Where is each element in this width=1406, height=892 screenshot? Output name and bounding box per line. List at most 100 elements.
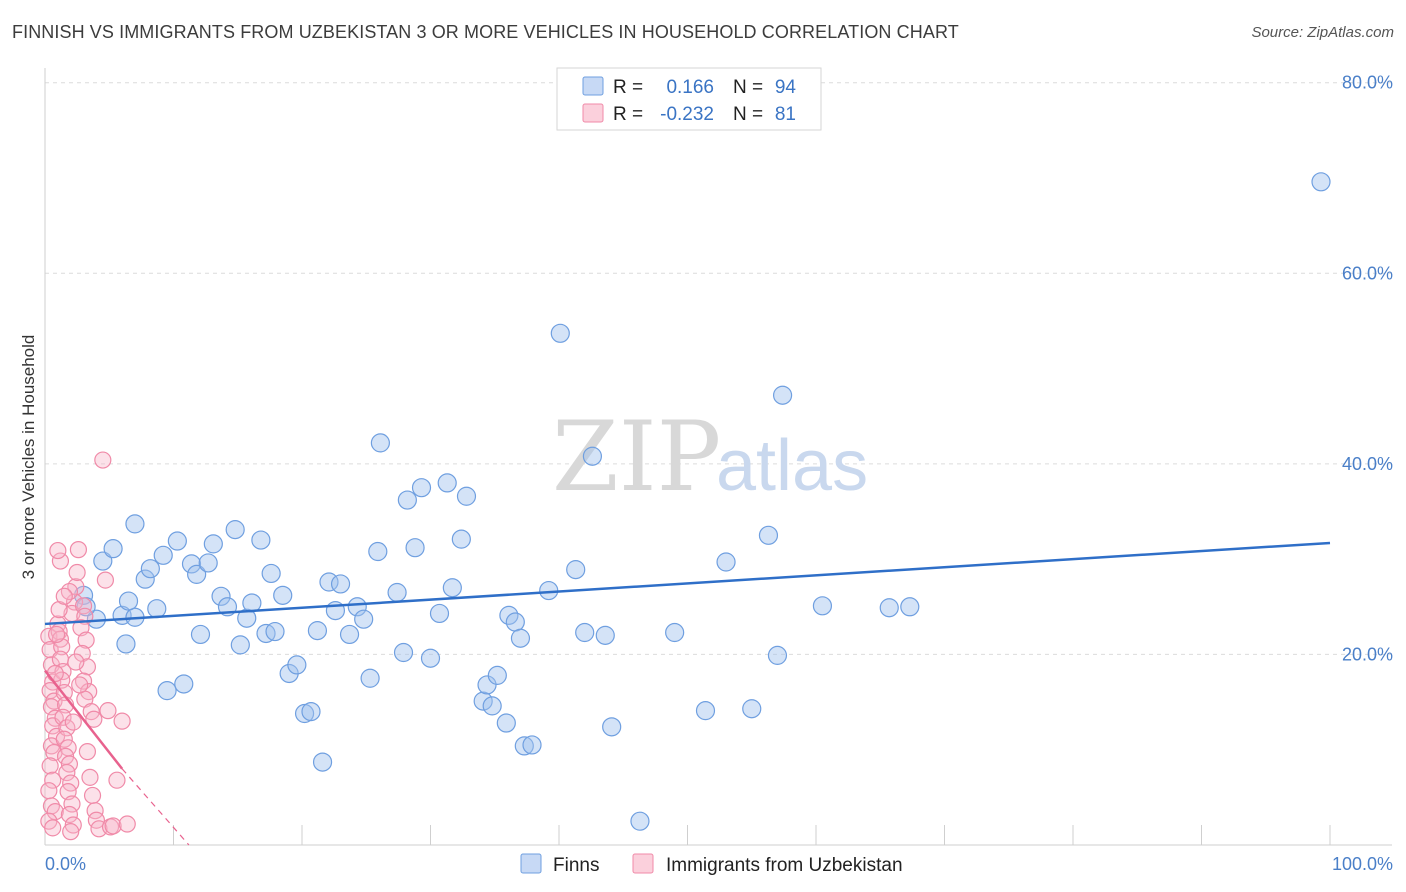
finns-point <box>230 635 250 655</box>
finns-point <box>602 717 622 737</box>
finns-point <box>442 578 462 598</box>
uzbek-point <box>58 763 76 782</box>
finns-point <box>187 564 207 584</box>
finns-point <box>477 675 497 695</box>
legend-r-value-uzbek: -0.232 <box>660 104 714 125</box>
uzbek-point <box>96 571 114 589</box>
finns-point <box>354 609 374 629</box>
finns-point <box>510 628 531 648</box>
finns-trend-line <box>44 541 1331 626</box>
finns-point <box>203 534 223 554</box>
uzbek-point <box>118 815 136 833</box>
finns-point <box>758 525 779 545</box>
uzbek-point <box>68 563 86 582</box>
uzbek-point <box>55 730 73 748</box>
uzbek-point <box>51 552 70 570</box>
finns-point <box>167 531 187 551</box>
finns-point <box>630 811 650 831</box>
uzbek-point <box>71 676 89 694</box>
axes <box>44 68 1392 846</box>
finns-point <box>116 634 136 654</box>
finns-point <box>482 696 502 716</box>
x-tick-label: 0.0% <box>45 854 86 874</box>
finns-point <box>93 551 113 571</box>
legend-n-label-uzbek: N = <box>733 104 763 125</box>
finns-point <box>387 582 407 603</box>
legend-r-value-finns: 0.166 <box>666 77 714 98</box>
legend-n-value-uzbek: 81 <box>775 104 796 125</box>
finns-point <box>261 563 281 584</box>
finns-point <box>198 553 218 573</box>
uzbek-point <box>113 712 131 730</box>
finns-point <box>307 621 328 641</box>
bottom-legend: Finns Immigrants from Uzbekistan <box>520 853 903 876</box>
finns-point <box>153 545 173 565</box>
uzbek-point <box>99 702 117 720</box>
finns-point <box>505 612 525 632</box>
uzbek-point <box>81 768 99 786</box>
bottom-legend-swatch-uzbek <box>632 853 654 874</box>
finns-point <box>522 735 542 755</box>
uzbek-point <box>108 771 126 789</box>
uzbek-point <box>78 743 97 761</box>
finns-point <box>716 552 736 572</box>
legend-r-label-finns: R = <box>613 77 643 98</box>
uzbek-point <box>77 631 95 649</box>
finns-point <box>429 603 450 624</box>
finns-point <box>514 736 534 756</box>
bottom-legend-finns: Finns <box>553 855 599 876</box>
uzbek-point <box>49 541 67 560</box>
finns-point <box>595 625 615 645</box>
uzbek-point <box>62 823 80 841</box>
finns-point <box>360 668 380 688</box>
finns-point <box>451 529 471 549</box>
finns-point <box>237 608 257 628</box>
x-tick-label: 100.0% <box>1332 854 1393 874</box>
finns-point <box>273 585 293 605</box>
uzbek-point <box>64 816 82 834</box>
trend-lines <box>44 541 1331 846</box>
finns-point <box>695 701 716 721</box>
series-finns-points <box>73 172 1331 831</box>
uzbek-point <box>67 653 85 671</box>
finns-point <box>265 621 285 642</box>
finns-point <box>147 599 167 619</box>
finns-point <box>437 473 457 493</box>
x-tick-labels: 0.0% 100.0% <box>45 854 1393 874</box>
finns-point <box>456 486 477 506</box>
bottom-legend-uzbek: Immigrants from Uzbekistan <box>666 855 903 876</box>
finns-point <box>566 560 586 580</box>
finns-point <box>742 699 762 719</box>
finns-point <box>103 539 123 559</box>
finns-point <box>118 591 139 611</box>
uzbek-point <box>41 757 59 775</box>
finns-point <box>125 514 145 534</box>
finns-point <box>211 586 231 606</box>
uzbek-point <box>44 771 62 789</box>
legend-r-label-uzbek: R = <box>613 104 643 125</box>
y-tick-label: 20.0% <box>1342 644 1393 664</box>
y-tick-label: 80.0% <box>1342 73 1393 93</box>
finns-point <box>420 648 441 668</box>
finns-point <box>405 538 425 558</box>
finns-point <box>879 598 899 618</box>
legend-n-value-finns: 94 <box>775 77 797 98</box>
finns-point <box>287 655 307 675</box>
uzbek-point <box>44 819 62 837</box>
finns-point <box>772 385 793 405</box>
y-tick-label: 40.0% <box>1342 454 1393 474</box>
finns-point <box>575 622 595 643</box>
finns-point <box>301 701 321 722</box>
source-label: Source: ZipAtlas.com <box>1251 24 1394 41</box>
finns-point <box>140 559 160 579</box>
finns-point <box>665 622 685 643</box>
finns-point <box>368 541 388 562</box>
series-uzbek-points <box>40 451 136 841</box>
chart-title: FINNISH VS IMMIGRANTS FROM UZBEKISTAN 3 … <box>12 22 959 42</box>
finns-point <box>487 665 507 685</box>
uzbek-point <box>69 541 88 559</box>
finns-point <box>347 597 367 617</box>
finns-point <box>225 520 245 540</box>
finns-point <box>397 490 417 510</box>
uzbek-trend-line <box>44 669 124 770</box>
